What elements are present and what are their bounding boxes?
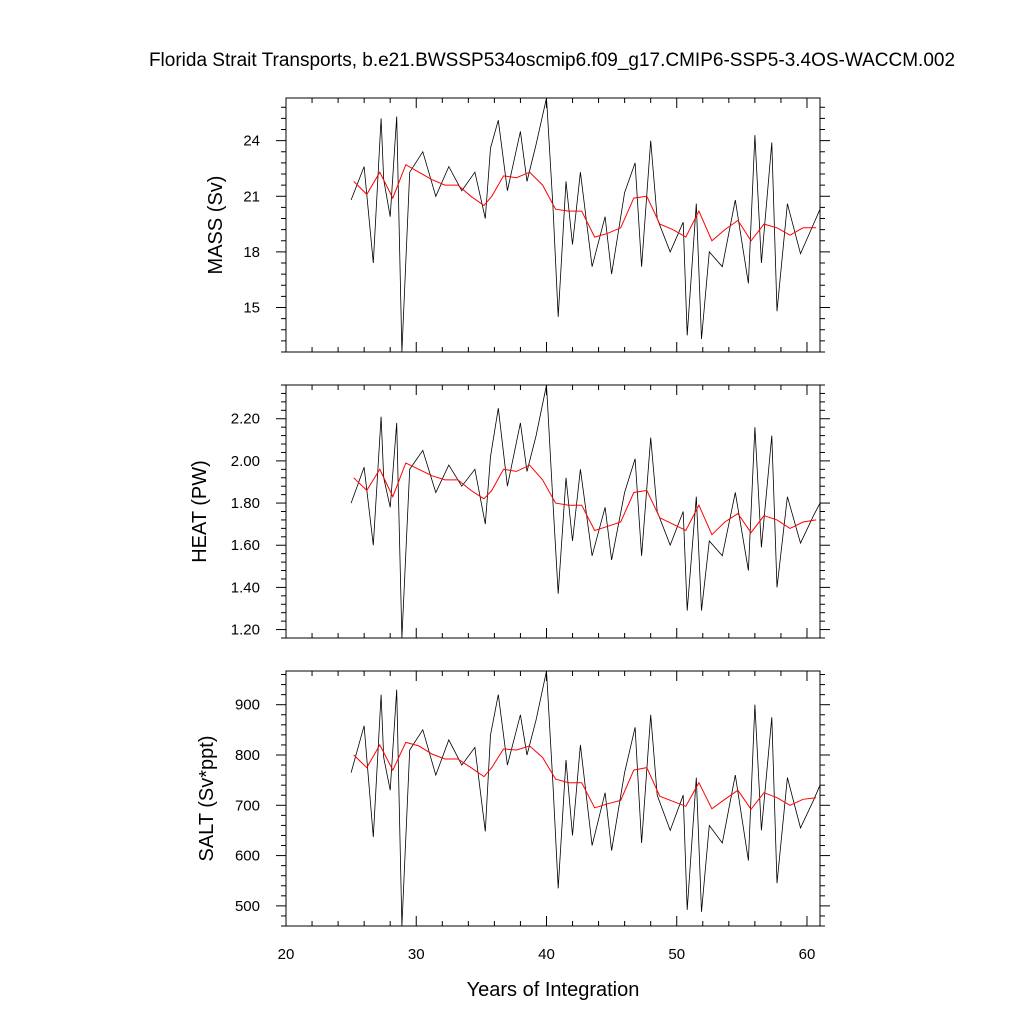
y-tick-label: 21 <box>243 188 260 205</box>
x-axis-label: Years of Integration <box>467 979 640 1001</box>
mass-panel: 15 18 21 24 MASS (Sv) <box>205 97 830 353</box>
plot-frame <box>285 670 821 927</box>
y-tick-label: 800 <box>235 747 260 764</box>
x-tick-label: 30 <box>408 946 425 963</box>
y-tick-label: 24 <box>243 133 260 150</box>
x-tick-label: 40 <box>538 946 555 963</box>
plot-frame <box>285 97 821 353</box>
y-axis-label: HEAT (PW) <box>189 460 211 563</box>
x-tick-label: 20 <box>278 946 295 963</box>
monthly-series-line <box>350 98 820 352</box>
y-tick-label: 1.20 <box>231 622 260 639</box>
monthly-series-line <box>350 385 820 638</box>
x-tick-label: 50 <box>668 946 685 963</box>
annual-mean-line <box>353 163 817 242</box>
annual-mean-line <box>353 462 817 536</box>
plot-frame <box>285 384 821 639</box>
y-tick-label: 1.80 <box>231 495 260 512</box>
y-tick-label: 2.00 <box>231 453 260 470</box>
y-tick-label: 900 <box>235 697 260 714</box>
y-tick-label: 600 <box>235 848 260 865</box>
y-axis-label: MASS (Sv) <box>205 176 227 275</box>
heat-panel: 1.20 1.40 1.60 1.80 2.00 2.20 HEAT (PW) <box>189 384 830 639</box>
chart-title: Florida Strait Transports, b.e21.BWSSP53… <box>149 50 955 71</box>
y-tick-label: 700 <box>235 797 260 814</box>
annual-mean-line <box>353 741 817 811</box>
x-tick-label: 60 <box>799 946 816 963</box>
monthly-series-line <box>350 671 820 926</box>
y-tick-label: 1.60 <box>231 537 260 554</box>
y-tick-label: 15 <box>243 300 260 317</box>
y-tick-label: 2.20 <box>231 411 260 428</box>
y-tick-label: 1.40 <box>231 579 260 596</box>
y-axis-label: SALT (Sv*ppt) <box>196 736 218 862</box>
y-tick-label: 500 <box>235 898 260 915</box>
y-tick-label: 18 <box>243 244 260 261</box>
salt-panel: 20 30 40 50 60 500 600 700 800 900 SALT (Sv*ppt) <box>196 670 830 963</box>
